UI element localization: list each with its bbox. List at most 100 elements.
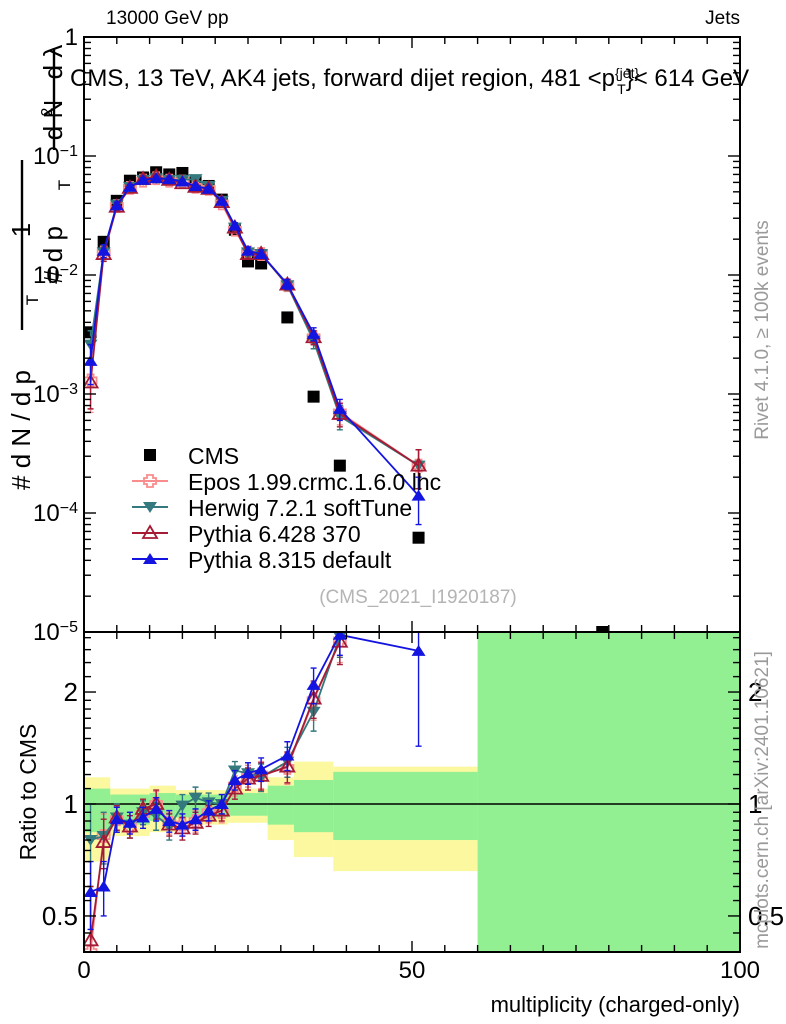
marker-triangle-up bbox=[149, 802, 164, 814]
y-axis-ticks-ratio bbox=[84, 636, 740, 953]
y-tick-label-main: 10−5 bbox=[33, 619, 78, 647]
series-line bbox=[89, 175, 420, 467]
series-line bbox=[89, 177, 420, 467]
series-pythia bbox=[84, 172, 426, 526]
y-tick-label-ratio: 1 bbox=[64, 789, 78, 819]
error-bar bbox=[415, 476, 422, 526]
x-axis-ticks bbox=[83, 37, 741, 952]
marker-triangle-up-open bbox=[84, 931, 100, 947]
y-tick-exponent: −3 bbox=[60, 381, 78, 398]
band-inner bbox=[267, 785, 294, 825]
y-label-denominator: # d N / d p bbox=[6, 370, 36, 490]
marker-square bbox=[144, 449, 156, 461]
legend-label: Herwig 7.2.1 softTune bbox=[188, 495, 412, 521]
side-text-mcplots: mcplots.cern.ch [arXiv:2401.10621] bbox=[752, 651, 773, 949]
y-tick-label-main: 10−3 bbox=[33, 381, 78, 409]
marker-triangle-up bbox=[214, 194, 229, 206]
x-tick-label: 0 bbox=[77, 957, 90, 984]
y-label-factor-denominator-sub: T bbox=[55, 180, 74, 190]
y-label-factor-denominator: # d p bbox=[38, 226, 68, 284]
marker-square bbox=[307, 390, 320, 403]
marker-triangle-up bbox=[201, 182, 216, 194]
marker-triangle-up bbox=[280, 278, 295, 290]
y-tick-mantissa: 10 bbox=[33, 262, 60, 289]
plot-title: CMS, 13 TeV, AK4 jets, forward dijet reg… bbox=[70, 65, 749, 97]
marker-triangle-up bbox=[96, 880, 111, 892]
x-tick-label: 100 bbox=[720, 957, 760, 984]
ratio-uncertainty-bands bbox=[84, 632, 740, 952]
marker-triangle-up bbox=[84, 885, 98, 897]
marker-triangle-up bbox=[122, 180, 137, 192]
legend-item-pythia[interactable]: Pythia 6.428 370 bbox=[132, 521, 361, 547]
y-tick-mantissa: 10 bbox=[33, 143, 60, 170]
dataset-watermark: (CMS_2021_I1920187) bbox=[319, 587, 517, 608]
header-left-label: 13000 GeV pp bbox=[106, 8, 229, 29]
marker-square bbox=[412, 531, 425, 544]
y-tick-label-main: 10−4 bbox=[33, 500, 78, 528]
marker-triangle-up bbox=[143, 553, 157, 564]
y-label-denominator-sub: T bbox=[23, 295, 42, 305]
legend-item-epos[interactable]: Epos 1.99.crmc.1.6.0 lhc bbox=[132, 469, 441, 495]
title-tail: }< 614 GeV bbox=[626, 65, 749, 92]
marker-square bbox=[333, 459, 346, 472]
side-text-rivet: Rivet 4.1.0, ≥ 100k events bbox=[752, 220, 773, 440]
marker-triangle-up bbox=[96, 244, 111, 256]
marker-triangle-up bbox=[84, 354, 98, 366]
y-axis-label-main: # d N / d pT1# d pTd N2d λ bbox=[6, 45, 74, 490]
marker-triangle-up bbox=[241, 244, 255, 256]
x-axis-label: multiplicity (charged-only) bbox=[491, 992, 740, 1017]
legend-label: Epos 1.99.crmc.1.6.0 lhc bbox=[188, 469, 441, 495]
y-tick-label-ratio-right: 0.5 bbox=[748, 901, 784, 931]
marker-triangle-up bbox=[188, 813, 203, 825]
y-tick-exponent: −4 bbox=[60, 500, 78, 517]
y-tick-label-main: 10−1 bbox=[33, 143, 78, 171]
ratio-error-bar bbox=[415, 632, 422, 747]
ratio-series-pythia bbox=[84, 632, 426, 931]
marker-triangle-down bbox=[175, 800, 190, 812]
marker-triangle-up-open bbox=[95, 833, 113, 848]
series-epos bbox=[84, 171, 426, 490]
marker-plusbox bbox=[143, 474, 157, 488]
marker-square bbox=[281, 311, 294, 324]
marker-triangle-up-open bbox=[278, 757, 296, 773]
y-tick-label-ratio-right: 2 bbox=[748, 677, 762, 707]
marker-triangle-up bbox=[149, 172, 164, 184]
band-inner bbox=[477, 632, 740, 952]
marker-triangle-up bbox=[227, 774, 242, 786]
y-tick-label-ratio: 0.5 bbox=[42, 901, 78, 931]
marker-triangle-up bbox=[175, 175, 190, 187]
marker-triangle-up bbox=[332, 632, 347, 640]
marker-triangle-up bbox=[188, 179, 203, 191]
y-tick-label-ratio: 2 bbox=[64, 677, 78, 707]
marker-triangle-up-open bbox=[409, 456, 428, 472]
marker-triangle-up bbox=[254, 248, 269, 260]
y-axis-ticks-main bbox=[84, 36, 740, 633]
y-tick-label-main: 10−2 bbox=[33, 262, 78, 290]
marker-triangle-up bbox=[411, 644, 426, 656]
marker-triangle-up bbox=[109, 813, 124, 825]
marker-triangle-up bbox=[214, 797, 229, 809]
marker-triangle-up bbox=[227, 219, 242, 231]
y-tick-exponent: −5 bbox=[60, 619, 78, 636]
marker-triangle-up-open bbox=[84, 373, 100, 389]
legend-item-herwig[interactable]: Herwig 7.2.1 softTune bbox=[132, 495, 412, 521]
legend-item-pythia[interactable]: Pythia 8.315 default bbox=[132, 547, 392, 573]
y-tick-exponent: −2 bbox=[60, 262, 78, 279]
marker-triangle-up bbox=[136, 173, 151, 185]
marker-square bbox=[596, 626, 609, 632]
legend-item-cms[interactable]: CMS bbox=[144, 443, 239, 469]
title-main: CMS, 13 TeV, AK4 jets, forward dijet reg… bbox=[70, 65, 615, 92]
legend-label: Pythia 6.428 370 bbox=[188, 521, 361, 547]
marker-triangle-up bbox=[332, 402, 347, 414]
y-tick-label-ratio-right: 1 bbox=[748, 789, 762, 819]
marker-triangle-up bbox=[162, 815, 177, 827]
y-tick-mantissa: 10 bbox=[33, 619, 60, 646]
marker-triangle-up bbox=[175, 818, 190, 830]
y-tick-exponent: −1 bbox=[60, 143, 78, 160]
marker-triangle-up bbox=[280, 749, 295, 761]
x-tick-label: 50 bbox=[399, 957, 426, 984]
legend-label: Pythia 8.315 default bbox=[188, 547, 392, 573]
series-line bbox=[89, 177, 420, 467]
